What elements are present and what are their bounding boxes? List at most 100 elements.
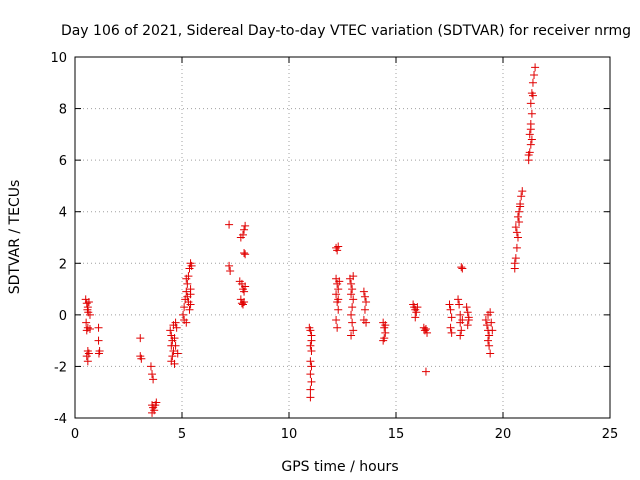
data-point bbox=[482, 321, 491, 330]
data-point bbox=[446, 305, 455, 314]
data-point bbox=[182, 318, 191, 327]
data-point bbox=[241, 250, 250, 259]
data-point bbox=[527, 109, 536, 118]
data-point bbox=[526, 125, 535, 134]
data-point bbox=[180, 303, 189, 312]
data-point bbox=[412, 308, 421, 317]
data-point bbox=[225, 220, 234, 229]
data-point bbox=[306, 357, 315, 366]
data-point bbox=[169, 346, 178, 355]
data-point bbox=[226, 267, 235, 276]
data-point bbox=[458, 264, 467, 273]
data-point bbox=[182, 274, 191, 283]
data-point bbox=[455, 300, 464, 309]
data-point bbox=[447, 313, 456, 322]
data-point bbox=[306, 326, 315, 335]
data-point bbox=[454, 295, 463, 304]
data-point bbox=[525, 130, 534, 139]
data-point bbox=[485, 331, 494, 340]
data-point bbox=[381, 328, 390, 337]
data-point bbox=[527, 135, 536, 144]
x-tick-label: 25 bbox=[602, 427, 619, 442]
data-point bbox=[185, 305, 194, 314]
data-point bbox=[82, 299, 91, 308]
data-point bbox=[334, 295, 343, 304]
data-point bbox=[413, 303, 422, 312]
data-point bbox=[457, 263, 466, 272]
chart-title: Day 106 of 2021, Sidereal Day-to-day VTE… bbox=[61, 23, 631, 39]
data-point bbox=[148, 370, 157, 379]
data-point bbox=[183, 279, 192, 288]
data-point bbox=[347, 279, 356, 288]
data-point bbox=[411, 313, 420, 322]
data-point bbox=[512, 228, 521, 237]
data-point bbox=[306, 341, 315, 350]
data-point bbox=[486, 308, 495, 317]
data-point bbox=[170, 334, 179, 343]
data-point bbox=[421, 367, 430, 376]
data-point bbox=[528, 91, 537, 100]
data-point bbox=[511, 223, 520, 232]
data-point bbox=[379, 336, 388, 345]
data-point bbox=[531, 63, 540, 72]
data-point bbox=[237, 299, 246, 308]
data-point bbox=[484, 336, 493, 345]
data-point bbox=[333, 246, 342, 255]
x-tick-label: 10 bbox=[281, 427, 298, 442]
data-point bbox=[306, 393, 315, 402]
y-axis-label: SDTVAR / TECUs bbox=[7, 180, 23, 295]
axis-ticks: 0 5 10 15 20 25 -4 -2 0 2 4 6 8 10 bbox=[50, 51, 618, 442]
data-point bbox=[168, 352, 177, 361]
data-point bbox=[456, 310, 465, 319]
data-point bbox=[307, 336, 316, 345]
data-point bbox=[172, 323, 181, 332]
data-point bbox=[332, 316, 341, 325]
data-point bbox=[83, 357, 92, 366]
y-tick-label: 10 bbox=[50, 51, 67, 66]
data-point bbox=[528, 78, 537, 87]
data-point bbox=[530, 71, 539, 80]
y-tick-label: -2 bbox=[54, 360, 67, 375]
data-point bbox=[137, 354, 146, 363]
data-point bbox=[511, 254, 520, 263]
data-point bbox=[462, 303, 471, 312]
data-point bbox=[240, 297, 249, 306]
data-point bbox=[349, 272, 358, 281]
data-point bbox=[445, 300, 454, 309]
plot-frame bbox=[74, 56, 611, 419]
data-point bbox=[241, 221, 250, 230]
data-point bbox=[82, 326, 91, 335]
data-point bbox=[518, 187, 527, 196]
data-point bbox=[334, 285, 343, 294]
x-tick-label: 15 bbox=[388, 427, 405, 442]
data-point bbox=[183, 292, 192, 301]
data-point bbox=[82, 318, 91, 327]
x-tick-label: 20 bbox=[495, 427, 512, 442]
data-point bbox=[83, 305, 92, 314]
data-point bbox=[362, 318, 371, 327]
data-point bbox=[485, 341, 494, 350]
data-point bbox=[524, 150, 533, 159]
data-point bbox=[146, 362, 155, 371]
data-point bbox=[240, 248, 249, 257]
data-point bbox=[381, 321, 390, 330]
data-point bbox=[186, 300, 195, 309]
data-point bbox=[348, 303, 357, 312]
data-point bbox=[515, 218, 524, 227]
data-point bbox=[486, 349, 495, 358]
data-point bbox=[306, 385, 315, 394]
data-point bbox=[166, 326, 175, 335]
data-point bbox=[136, 334, 145, 343]
data-point bbox=[187, 261, 196, 270]
data-point bbox=[171, 318, 180, 327]
data-point bbox=[84, 297, 93, 306]
data-point bbox=[332, 290, 341, 299]
data-point bbox=[512, 243, 521, 252]
data-point bbox=[446, 323, 455, 332]
data-point bbox=[347, 290, 356, 299]
data-point bbox=[307, 346, 316, 355]
data-point bbox=[510, 259, 519, 268]
data-point bbox=[517, 192, 526, 201]
y-tick-label: -4 bbox=[54, 412, 67, 427]
